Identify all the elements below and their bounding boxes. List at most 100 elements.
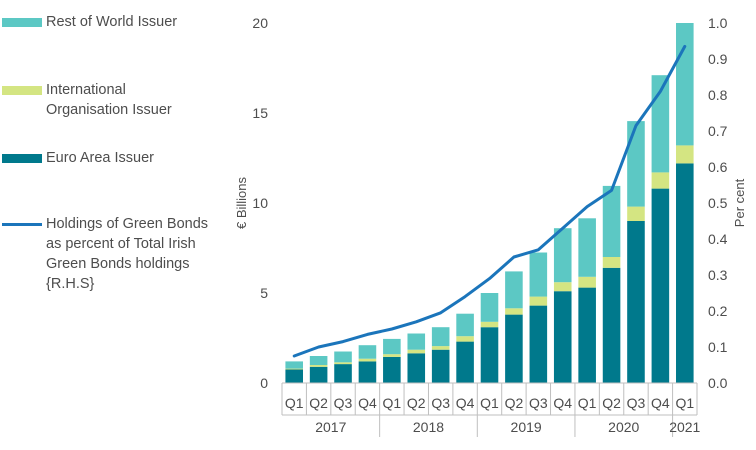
bar-euro-area-1 — [285, 369, 303, 383]
bar-rest-of-world-15 — [627, 121, 645, 207]
bar-rest-of-world-7 — [431, 327, 450, 347]
holdings-percent-line — [292, 44, 687, 358]
x-tick-label: Q1 — [383, 395, 402, 411]
bar-international-organisation-1 — [285, 368, 303, 370]
bar-euro-area-10 — [505, 314, 523, 383]
legend-label-international-organisation: International Organisation Issuer — [46, 82, 172, 118]
bar-euro-area-14 — [602, 267, 621, 383]
bar-international-organisation-3 — [334, 362, 352, 365]
bar-rest-of-world-12 — [553, 228, 572, 283]
y2-tick-label: 0.5 — [708, 195, 728, 211]
bar-international-organisation-15 — [627, 206, 645, 221]
y2-axis-title: Per cent — [732, 178, 747, 227]
bar-international-organisation-4 — [358, 358, 377, 362]
x-tick-label: Q1 — [480, 395, 499, 411]
year-label: 2021 — [669, 419, 700, 435]
legend-swatch-holdings-line — [2, 223, 42, 226]
bar-rest-of-world-5 — [383, 338, 401, 355]
x-tick-label: Q3 — [627, 395, 646, 411]
year-label: 2018 — [413, 419, 444, 435]
chart-legend: Rest of World Issuer International Organ… — [0, 0, 240, 450]
x-tick-label: Q2 — [602, 395, 621, 411]
bar-euro-area-5 — [383, 356, 401, 383]
year-label: 2017 — [315, 419, 346, 435]
legend-label-holdings-line: Holdings of Green Bonds as percent of To… — [46, 216, 209, 292]
line-layer — [292, 44, 687, 358]
bar-rest-of-world-11 — [529, 252, 548, 297]
axes-layer: 0 5 10 15 20 0.0 0.1 0.2 0.3 0.4 0.5 0.6 0.7 0.8 0.9 1.… — [234, 15, 747, 437]
bar-rest-of-world-13 — [578, 218, 596, 277]
y2-tick-label: 0.6 — [708, 159, 728, 175]
bar-international-organisation-9 — [480, 321, 499, 328]
y2-tick-label: 0.7 — [708, 123, 728, 139]
bar-rest-of-world-8 — [456, 313, 474, 337]
y2-tick-label: 0.2 — [708, 303, 728, 319]
bar-euro-area-13 — [578, 287, 596, 383]
x-tick-label: Q4 — [456, 395, 475, 411]
legend-label-rest-of-world: Rest of World Issuer — [46, 14, 178, 30]
x-tick-label: Q4 — [358, 395, 377, 411]
y2-tick-label: 0.0 — [708, 375, 728, 391]
bar-euro-area-6 — [407, 353, 426, 383]
bar-rest-of-world-14 — [602, 185, 621, 257]
bar-rest-of-world-3 — [334, 351, 352, 363]
bar-international-organisation-6 — [407, 349, 426, 354]
y2-tick-label: 0.3 — [708, 267, 728, 283]
bar-international-organisation-7 — [431, 346, 450, 350]
legend-swatch-international-organisation — [2, 86, 42, 95]
bar-international-organisation-13 — [578, 276, 596, 288]
x-tick-label: Q1 — [285, 395, 304, 411]
y2-tick-label: 0.8 — [708, 87, 728, 103]
bar-euro-area-17 — [676, 163, 694, 383]
y-tick-label: 0 — [260, 375, 268, 391]
bar-international-organisation-12 — [553, 282, 572, 292]
x-tick-label: Q2 — [407, 395, 426, 411]
bar-euro-area-4 — [358, 361, 377, 383]
bar-international-organisation-8 — [456, 336, 474, 342]
legend-label-euro-area: Euro Area Issuer — [46, 150, 154, 166]
bar-international-organisation-17 — [676, 145, 694, 164]
bar-rest-of-world-2 — [309, 356, 328, 365]
y-tick-label: 20 — [252, 15, 268, 31]
bar-international-organisation-2 — [309, 365, 328, 367]
bar-international-organisation-5 — [383, 354, 401, 357]
bar-euro-area-3 — [334, 364, 352, 383]
bar-international-organisation-11 — [529, 296, 548, 306]
y-tick-label: 15 — [252, 105, 268, 121]
bar-rest-of-world-1 — [285, 361, 303, 369]
y-tick-label: 5 — [260, 285, 268, 301]
bar-rest-of-world-4 — [358, 345, 377, 359]
year-label: 2020 — [608, 419, 639, 435]
legend-swatch-euro-area — [2, 154, 42, 163]
bar-euro-area-8 — [456, 341, 474, 383]
year-label: 2019 — [511, 419, 542, 435]
y2-tick-label: 0.4 — [708, 231, 728, 247]
bar-international-organisation-16 — [651, 172, 670, 189]
bar-euro-area-11 — [529, 305, 548, 383]
bar-euro-area-2 — [309, 366, 328, 383]
bar-rest-of-world-9 — [480, 293, 499, 322]
bar-euro-area-16 — [651, 188, 670, 383]
x-tick-label: Q4 — [553, 395, 572, 411]
x-tick-label: Q2 — [505, 395, 524, 411]
x-tick-label: Q2 — [309, 395, 328, 411]
bar-international-organisation-10 — [505, 308, 523, 315]
bar-rest-of-world-10 — [505, 271, 523, 309]
y-axis-title: € Billions — [234, 176, 249, 229]
bar-euro-area-15 — [627, 221, 645, 383]
y2-tick-label: 0.1 — [708, 339, 728, 355]
bar-layer — [285, 23, 694, 383]
bar-euro-area-12 — [553, 291, 572, 383]
x-tick-label: Q1 — [578, 395, 597, 411]
bar-euro-area-9 — [480, 327, 499, 383]
bar-international-organisation-14 — [602, 257, 621, 268]
bar-euro-area-7 — [431, 349, 450, 383]
y-tick-label: 10 — [252, 195, 268, 211]
y2-tick-label: 0.9 — [708, 51, 728, 67]
x-tick-label: Q3 — [529, 395, 548, 411]
x-tick-label: Q3 — [334, 395, 353, 411]
x-tick-label: Q4 — [651, 395, 670, 411]
x-tick-label: Q3 — [431, 395, 450, 411]
bar-rest-of-world-6 — [407, 333, 426, 350]
